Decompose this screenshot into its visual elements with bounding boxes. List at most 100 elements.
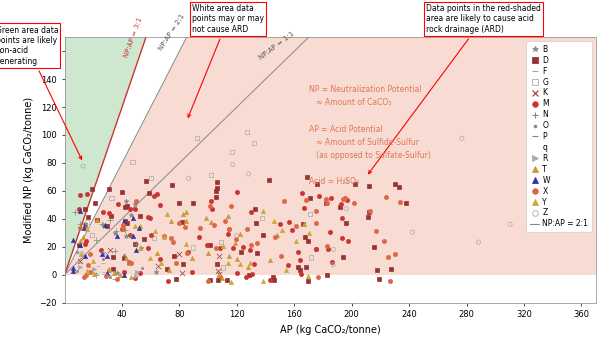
X (211, 245, 221, 251)
D (301, 234, 310, 240)
D (250, 206, 260, 212)
N (112, 228, 121, 234)
R (89, 266, 99, 272)
W (76, 208, 85, 214)
D (341, 220, 350, 226)
R (131, 274, 141, 279)
D (80, 222, 90, 228)
G (149, 235, 159, 241)
X (174, 220, 184, 226)
Z (407, 230, 417, 235)
Y (130, 224, 140, 229)
M (194, 234, 204, 240)
X (79, 275, 88, 280)
X (195, 225, 205, 231)
Z (505, 221, 515, 227)
N (75, 221, 85, 226)
G (305, 211, 314, 217)
M (143, 245, 153, 251)
D (144, 191, 154, 196)
W (68, 237, 78, 242)
D (364, 184, 374, 189)
D (304, 238, 313, 244)
D (373, 268, 382, 273)
B (136, 245, 145, 251)
T (206, 219, 215, 225)
X (203, 279, 213, 284)
T (244, 264, 253, 270)
Y (135, 245, 145, 251)
R (132, 269, 142, 274)
N (91, 273, 101, 278)
M (232, 270, 242, 275)
D (268, 274, 277, 280)
D (312, 182, 322, 187)
X (131, 198, 141, 203)
G (80, 221, 90, 226)
D (251, 221, 261, 226)
X (101, 273, 111, 278)
P (109, 276, 118, 281)
M (98, 209, 107, 215)
M (245, 247, 255, 253)
M (327, 259, 337, 264)
X (242, 226, 252, 231)
Y (226, 279, 236, 284)
B (121, 198, 131, 203)
M (241, 274, 251, 280)
D (212, 179, 221, 185)
X (83, 262, 93, 267)
X (341, 196, 350, 201)
D (322, 272, 331, 278)
T (181, 209, 191, 215)
Y (82, 226, 92, 232)
D (303, 279, 313, 284)
M (323, 246, 333, 252)
D (108, 255, 118, 260)
K (75, 259, 85, 264)
D (386, 266, 395, 272)
D (80, 206, 90, 212)
X (253, 240, 262, 245)
T (202, 216, 211, 221)
M (119, 269, 129, 274)
Z (227, 162, 237, 167)
N (126, 233, 136, 238)
Z (77, 251, 86, 256)
O (106, 274, 115, 280)
W (102, 254, 112, 259)
D (205, 242, 215, 248)
M (284, 219, 294, 224)
T (178, 212, 188, 217)
X (209, 222, 219, 228)
W (97, 252, 107, 257)
Y (299, 222, 308, 227)
X (85, 269, 95, 274)
Y (235, 261, 245, 266)
O (119, 253, 128, 258)
W (102, 270, 112, 276)
X (338, 196, 347, 201)
D (374, 276, 384, 282)
X (182, 251, 192, 256)
D (83, 214, 93, 219)
M (135, 271, 145, 276)
D (350, 181, 359, 187)
Z (341, 178, 350, 183)
M (155, 202, 164, 208)
K (213, 269, 223, 274)
M (104, 210, 114, 216)
Y (82, 269, 91, 274)
N (91, 237, 100, 243)
Z (341, 206, 351, 212)
W (68, 268, 77, 274)
G (192, 135, 202, 140)
R (99, 251, 109, 256)
N (105, 217, 115, 223)
W (131, 247, 141, 253)
T (235, 231, 244, 236)
B (112, 271, 121, 276)
Z (78, 163, 88, 169)
Y (76, 251, 86, 256)
M (342, 197, 352, 203)
